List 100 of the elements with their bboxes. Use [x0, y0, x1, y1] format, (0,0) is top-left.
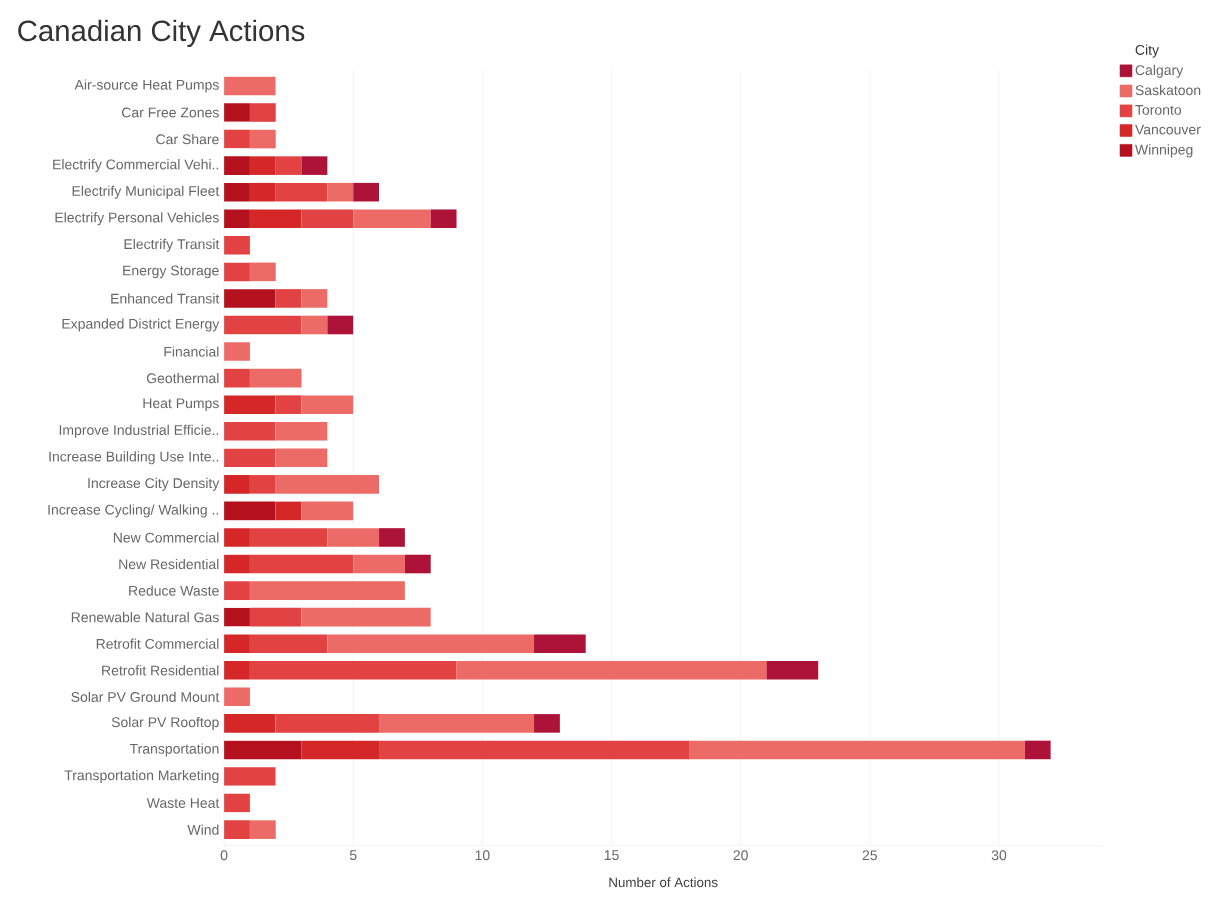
- y-tick-label: Financial: [164, 346, 219, 357]
- bar: [1024, 740, 1051, 760]
- bar: [404, 554, 431, 574]
- bar: [689, 740, 1025, 760]
- y-tick-label: Improve Industrial Efficie..: [59, 424, 219, 438]
- bar: [224, 474, 250, 494]
- bar: [275, 395, 302, 414]
- bar: [224, 740, 302, 760]
- bar: [249, 209, 302, 228]
- x-tick-label: 25: [862, 850, 878, 861]
- x-tick-label: 15: [604, 850, 619, 860]
- bar: [275, 289, 302, 308]
- bar: [224, 607, 250, 627]
- y-tick-label: Solar PV Ground Mount: [71, 691, 220, 702]
- y-tick-label: Retrofit Residential: [102, 665, 219, 676]
- y-tick-label: Enhanced Transit: [111, 293, 220, 304]
- y-tick-label: Wind: [187, 824, 219, 835]
- bar: [379, 528, 405, 547]
- bar: [534, 634, 586, 653]
- y-tick-label: Waste Heat: [146, 798, 220, 808]
- x-tick-label: 10: [475, 850, 490, 861]
- bar: [327, 634, 535, 653]
- bar: [275, 421, 328, 441]
- x-tick-label: 20: [733, 850, 748, 861]
- bar: [224, 820, 250, 839]
- bar: [301, 315, 328, 335]
- x-tick-label: 5: [349, 850, 357, 860]
- bar: [301, 289, 328, 308]
- bar: [224, 76, 276, 96]
- bar: [301, 395, 354, 414]
- bar: [301, 740, 380, 760]
- y-tick-label: Car Free Zones: [122, 107, 219, 118]
- bar: [327, 315, 354, 335]
- legend-label: Winnipeg: [1135, 144, 1193, 158]
- bar: [249, 474, 276, 494]
- bar: [766, 660, 819, 680]
- bar: [224, 395, 276, 414]
- bar: [249, 368, 302, 388]
- y-tick-label: Electrify Personal Vehicles: [55, 212, 219, 226]
- bar: [275, 156, 302, 175]
- bar: [224, 448, 276, 467]
- y-tick-label: Air-source Heat Pumps: [74, 79, 219, 93]
- bar: [301, 607, 431, 627]
- legend-label: Calgary: [1135, 64, 1184, 78]
- bar: [224, 687, 250, 707]
- bar: [379, 713, 535, 733]
- bar: [327, 528, 380, 547]
- bar: [224, 554, 250, 574]
- bar: [275, 501, 302, 521]
- bar: [353, 182, 380, 202]
- bar: [224, 528, 250, 547]
- bar: [249, 262, 276, 282]
- bar: [224, 368, 250, 388]
- bar: [249, 528, 328, 547]
- y-tick-label: Solar PV Rooftop: [111, 716, 219, 730]
- bar: [224, 713, 276, 733]
- y-tick-label: Increase Cycling/ Walking ..: [48, 504, 219, 518]
- y-tick-label: Electrify Transit: [124, 238, 220, 252]
- bar: [275, 713, 380, 733]
- bar: [275, 474, 380, 494]
- bar: [224, 129, 250, 149]
- bar: [224, 103, 250, 122]
- bar: [224, 156, 250, 175]
- bar: [224, 793, 250, 813]
- bar: [249, 156, 276, 175]
- y-tick-label: Geothermal: [146, 372, 219, 384]
- bar: [327, 182, 354, 202]
- bar: [249, 820, 276, 839]
- x-axis-title: Number of Actions: [609, 877, 718, 888]
- bar: [224, 581, 250, 600]
- bar: [224, 421, 276, 441]
- bar: [249, 103, 276, 122]
- y-tick-label: Transportation: [129, 743, 219, 757]
- y-tick-label: Increase City Density: [88, 477, 220, 491]
- y-tick-label: Increase Building Use Inte..: [49, 451, 219, 465]
- legend-label: Vancouver: [1135, 124, 1201, 135]
- y-tick-label: Renewable Natural Gas: [71, 611, 219, 623]
- bar: [224, 501, 276, 521]
- bar: [456, 660, 767, 680]
- bar: [275, 448, 328, 467]
- bar: [353, 209, 431, 228]
- y-tick-label: Reduce Waste: [129, 585, 219, 596]
- x-tick-label: 0: [220, 850, 228, 861]
- bar: [224, 235, 250, 255]
- bar: [224, 342, 250, 361]
- y-tick-label: Electrify Commercial Vehi..: [53, 159, 219, 173]
- bar: [224, 209, 250, 228]
- bar: [224, 262, 250, 282]
- bar: [249, 554, 354, 574]
- legend-title: City: [1135, 44, 1160, 58]
- bar: [249, 129, 276, 149]
- bar: [301, 156, 328, 175]
- chart-title: Canadian City Actions: [18, 19, 305, 47]
- y-tick-label: Retrofit Commercial: [96, 638, 219, 649]
- bar: [379, 740, 690, 760]
- y-tick-label: Electrify Municipal Fleet: [72, 185, 220, 199]
- x-tick-label: 30: [991, 850, 1007, 861]
- bar: [224, 315, 302, 335]
- bar: [430, 209, 457, 228]
- legend-label: Toronto: [1135, 104, 1182, 115]
